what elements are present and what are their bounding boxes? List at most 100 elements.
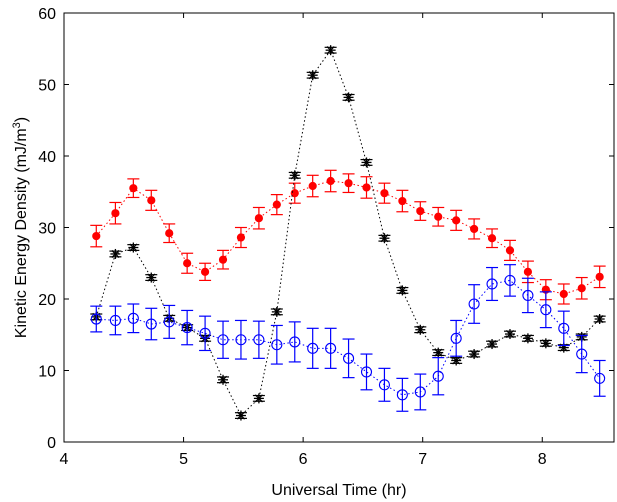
series-0-point-5 (183, 259, 192, 268)
series-2-point-20 (450, 332, 462, 344)
series-2-errorbar-2 (127, 303, 140, 334)
series-2-point-24 (522, 289, 534, 301)
series-1-point-24 (522, 333, 533, 344)
series-1-point-17 (397, 285, 408, 296)
series-2-errorbar-5 (181, 309, 194, 346)
series-2-errorbar-4 (163, 304, 176, 339)
series-0-point-26 (559, 289, 568, 299)
series-2-point-13 (325, 342, 337, 354)
series-1-point-25 (540, 338, 551, 349)
series-2-point-9 (253, 334, 265, 346)
series-1-point-21 (469, 349, 480, 360)
series-2-errorbar-25 (539, 291, 552, 329)
x-axis-label: Universal Time (hr) (271, 482, 406, 499)
series-1-point-28 (594, 314, 605, 325)
series-2-point-15 (360, 366, 373, 378)
series-2-errorbar-10 (270, 324, 283, 365)
series-1-point-9 (253, 393, 264, 404)
series-2-errorbar-16 (378, 367, 391, 402)
y-axis-label-superscript: 3 (11, 122, 23, 128)
series-1-point-16 (379, 233, 390, 244)
series-1-point-14 (343, 92, 354, 103)
series-0-point-12 (308, 181, 317, 191)
series-2-errorbar-19 (432, 357, 445, 396)
series-1-point-15 (361, 157, 372, 168)
series-2-point-26 (558, 322, 570, 334)
series-1-point-1 (110, 248, 121, 259)
series-2-errorbar-6 (199, 315, 212, 352)
series-2-point-22 (486, 278, 498, 290)
series-0-point-18 (416, 206, 425, 216)
series-0-point-1 (111, 209, 120, 218)
series-1-point-19 (433, 347, 444, 358)
series-1-point-13 (325, 45, 336, 56)
series-2-point-7 (217, 334, 229, 346)
series-2 (90, 264, 606, 412)
series-2-point-23 (504, 274, 516, 286)
series-2-errorbar-28 (593, 359, 606, 397)
series-2-point-0 (90, 313, 102, 325)
x-tick-label-3: 7 (418, 451, 427, 468)
series-2-point-8 (235, 334, 247, 346)
series-2-errorbar-23 (503, 264, 516, 297)
series-2-errorbar-12 (306, 327, 319, 369)
y-tick-label-5: 50 (38, 78, 56, 95)
series-1-point-23 (504, 329, 515, 340)
series-0-line (95, 180, 600, 295)
series-2-point-1 (109, 314, 121, 327)
series-2-point-6 (199, 327, 211, 339)
series-0-point-13 (326, 176, 335, 186)
y-tick-label-4: 40 (38, 149, 56, 166)
tick-layer: 4 5 6 7 8 0 10 20 30 40 50 60 (38, 6, 614, 468)
series-0-point-17 (398, 196, 407, 206)
series-2-point-3 (145, 318, 157, 330)
series-0-point-3 (147, 196, 156, 205)
series-2-errorbar-18 (414, 373, 427, 411)
series-2-point-16 (378, 379, 390, 391)
y-axis-label-main: Kinetic Energy Density (mJ/m (13, 128, 30, 338)
series-1-point-11 (289, 170, 300, 181)
series-0-point-9 (254, 214, 263, 223)
series-2-errorbar-3 (145, 307, 158, 341)
y-tick-label-0: 0 (47, 435, 56, 452)
series-2-errorbar-26 (557, 310, 570, 347)
y-axis-label: Kinetic Energy Density (mJ/m3) (11, 117, 30, 338)
series-2-errorbar-17 (396, 377, 409, 412)
series-0-point-7 (218, 255, 228, 264)
series-0-point-0 (92, 231, 101, 241)
series-0 (90, 169, 606, 305)
series-1-point-18 (415, 324, 426, 335)
series-0-point-4 (165, 229, 174, 238)
series-1-point-8 (235, 410, 246, 421)
x-tick-label-1: 5 (179, 451, 188, 468)
series-0-point-23 (505, 246, 515, 255)
x-tick-label-0: 4 (60, 451, 69, 468)
series-2-errorbar-21 (468, 284, 481, 324)
series-2-errorbar-15 (360, 353, 373, 391)
series-2-point-17 (396, 389, 408, 401)
series-0-point-15 (362, 183, 371, 192)
series-0-point-28 (595, 272, 604, 281)
series-0-point-2 (129, 184, 138, 193)
series-2-errorbar-7 (217, 320, 230, 359)
series-2-errorbar-22 (486, 266, 499, 302)
series-2-point-12 (307, 342, 319, 354)
series-2-point-4 (163, 316, 175, 328)
series-2-errorbar-27 (575, 334, 588, 374)
series-2-point-27 (576, 348, 588, 360)
y-tick-label-2: 20 (38, 292, 56, 309)
series-2-errorbar-20 (450, 319, 463, 357)
series-2-point-2 (127, 312, 139, 324)
series-1-point-3 (146, 272, 157, 283)
series-1-point-22 (487, 339, 498, 350)
series-2-point-10 (271, 339, 283, 351)
x-tick-label-4: 8 (538, 451, 547, 468)
series-2-errorbar-13 (324, 327, 337, 369)
series-0-point-27 (577, 284, 586, 293)
series-2-point-18 (414, 386, 426, 398)
y-tick-label-3: 30 (38, 221, 56, 238)
series-2-point-5 (181, 322, 193, 334)
y-tick-label-1: 10 (38, 364, 56, 381)
series-0-point-10 (272, 200, 281, 209)
